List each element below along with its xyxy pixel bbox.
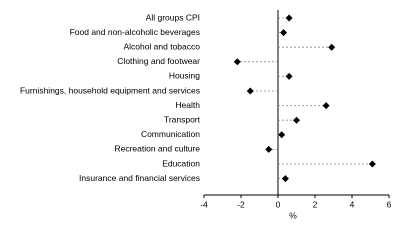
dot [293, 116, 300, 124]
dot [328, 43, 336, 51]
y-tick-label: Housing [169, 71, 200, 81]
x-tick-label: 0 [276, 199, 281, 209]
y-tick-label: Health [175, 100, 200, 110]
dot [322, 102, 330, 110]
dot [280, 29, 288, 37]
x-tick-label: 2 [313, 199, 318, 209]
y-tick-label: Recreation and culture [114, 144, 200, 154]
y-tick-label: Communication [141, 129, 200, 139]
y-tick-label: Education [162, 158, 200, 168]
y-tick-label: All groups CPI [146, 12, 200, 22]
y-tick-label: Clothing and footwear [117, 56, 200, 66]
x-tick-label: 6 [387, 199, 392, 209]
y-tick-label: Furnishings, household equipment and ser… [20, 85, 200, 95]
dot [265, 145, 273, 153]
dot [368, 160, 376, 168]
dot [281, 175, 289, 183]
y-tick-label: Insurance and financial services [79, 173, 200, 183]
x-tick-label: -2 [237, 199, 245, 209]
x-tick-label: -4 [200, 199, 208, 209]
x-axis-title: % [289, 210, 297, 220]
dot [285, 72, 293, 80]
chart: % -4 -2 0 2 4 6 All groups CPI Food and non-alc… [20, 10, 392, 220]
y-tick-label: Food and non-alcoholic beverages [70, 27, 200, 37]
dot [285, 14, 293, 22]
x-tick-label: 4 [350, 199, 355, 209]
y-tick-label: Alcohol and tobacco [123, 41, 200, 51]
y-tick-label: Transport [164, 114, 201, 124]
dot [233, 58, 241, 66]
dot [278, 131, 286, 139]
dot [246, 87, 254, 95]
